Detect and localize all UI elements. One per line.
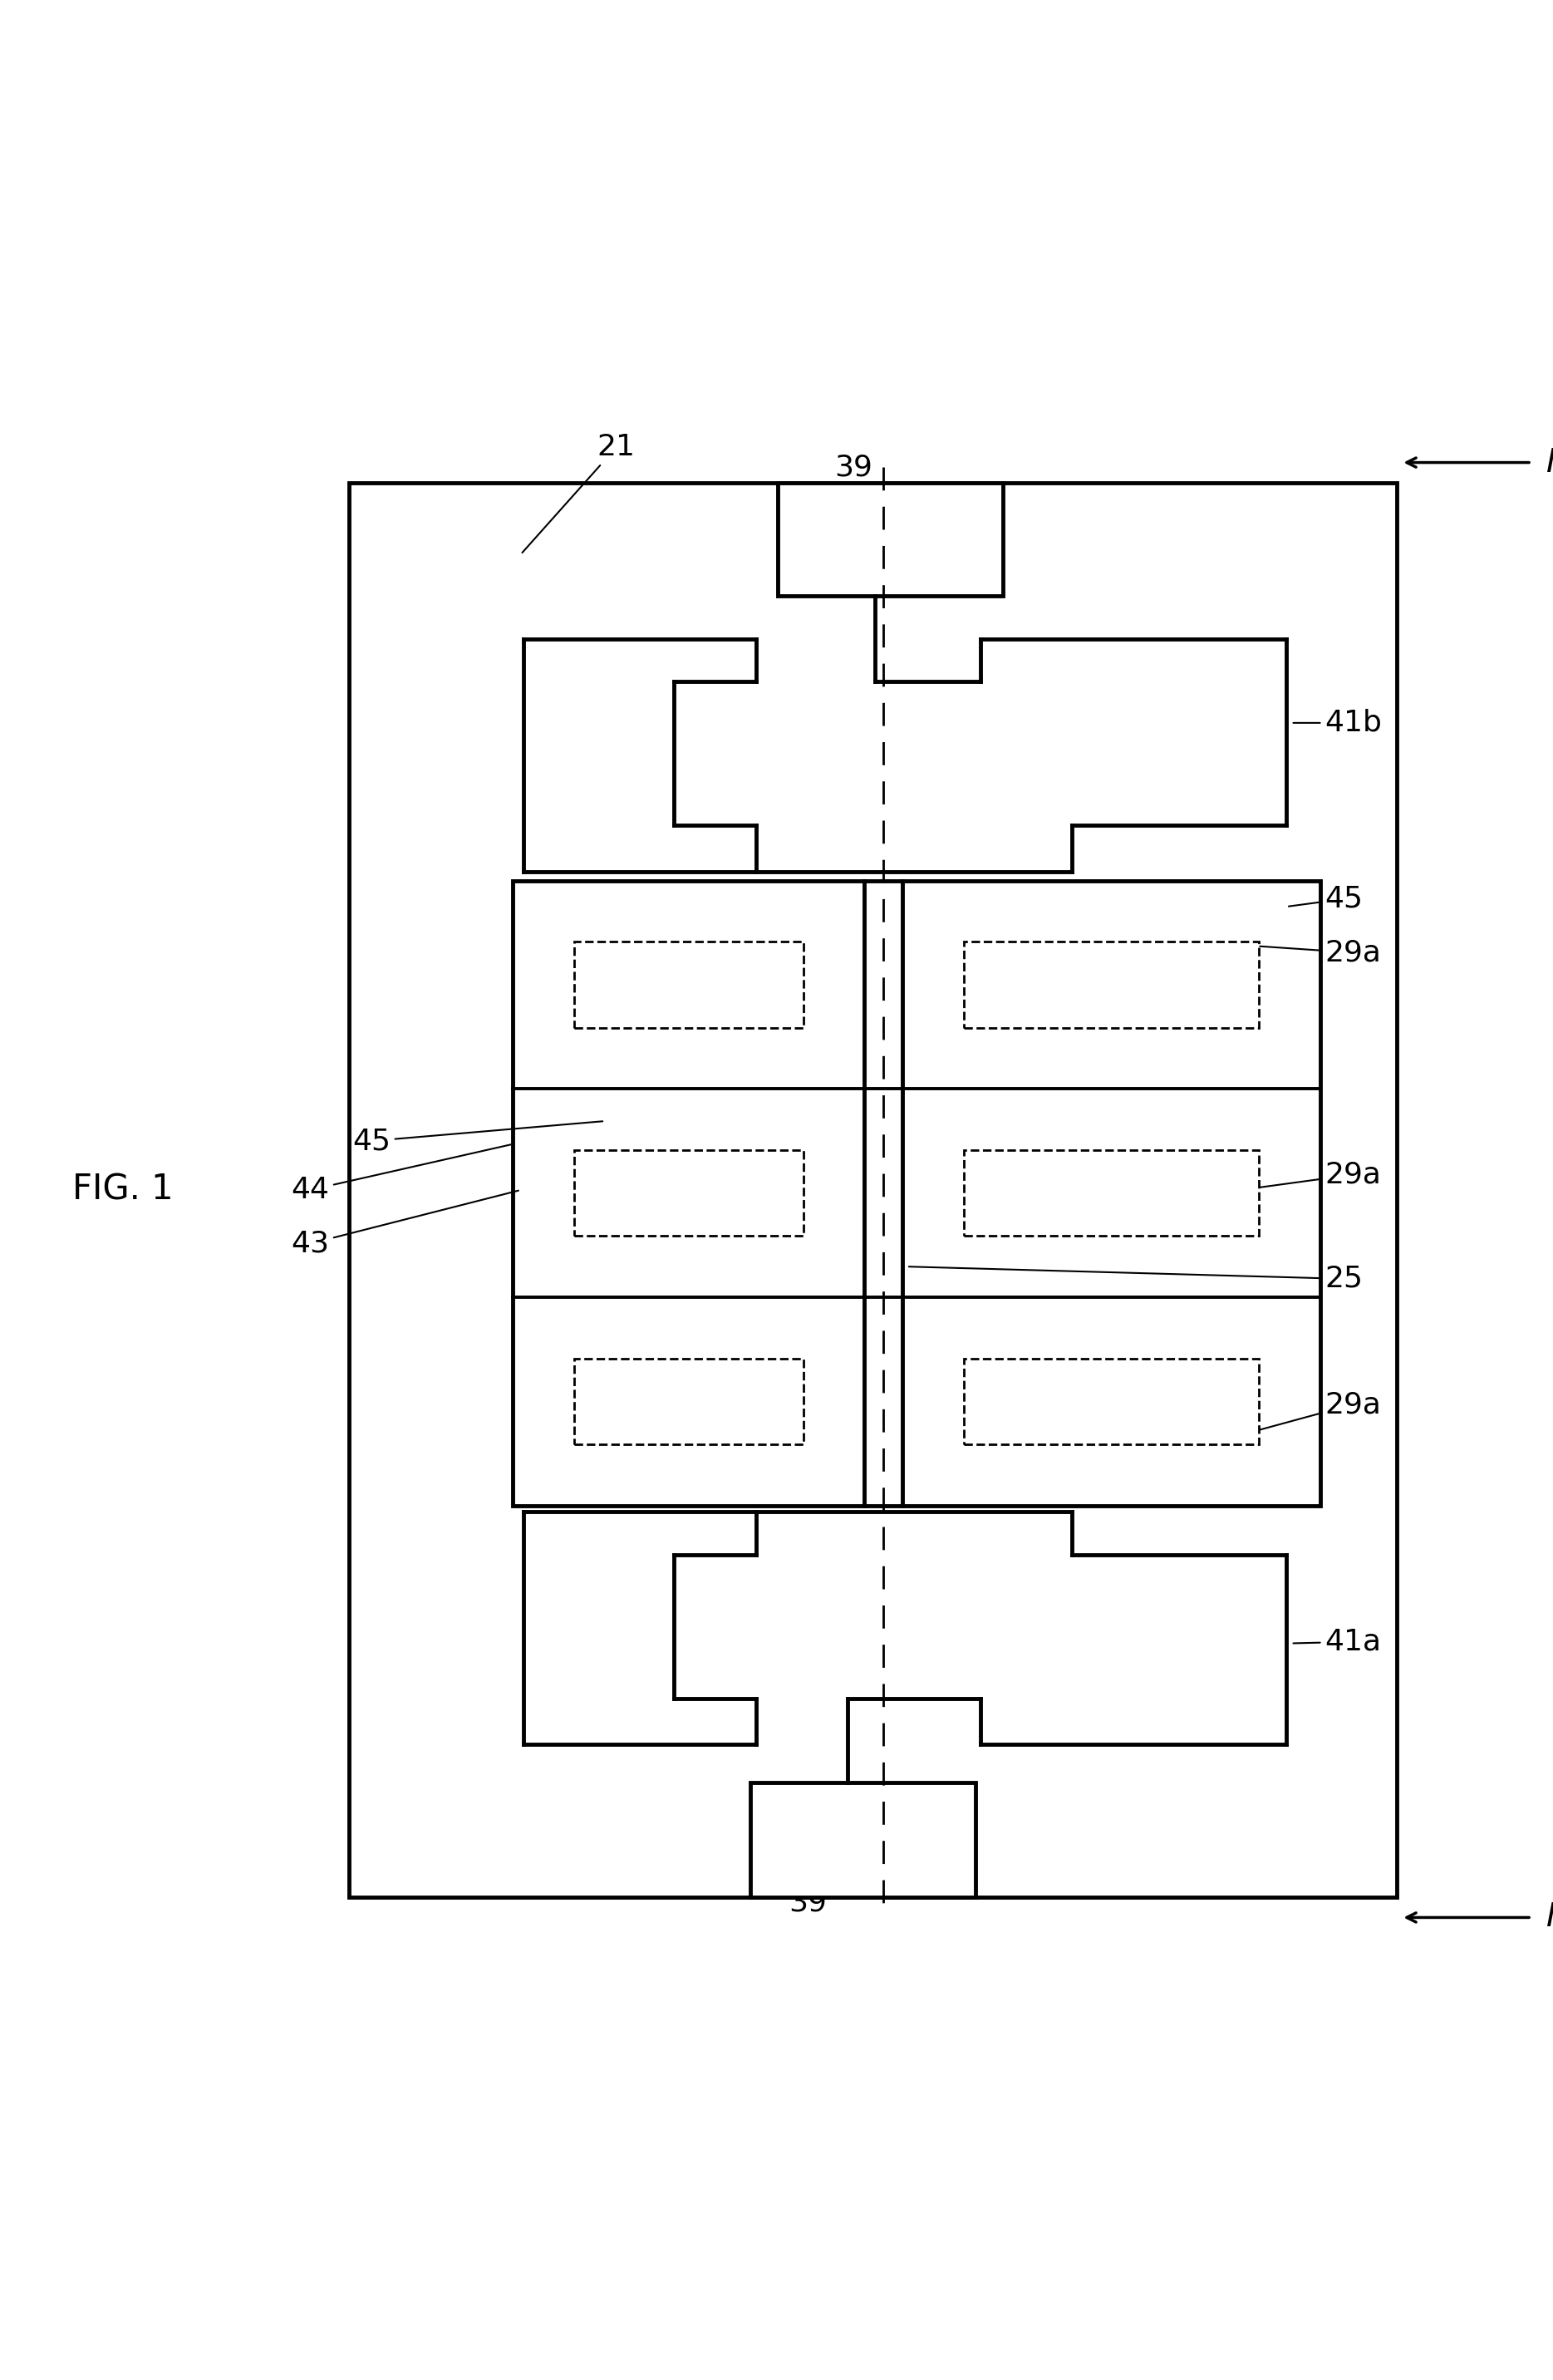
Text: 43: 43 xyxy=(290,1190,519,1257)
Bar xyxy=(964,1359,1259,1445)
Text: I: I xyxy=(1547,447,1553,478)
Text: 29a: 29a xyxy=(1242,1390,1381,1435)
Text: 39: 39 xyxy=(789,1797,882,1916)
Text: I: I xyxy=(1547,1902,1553,1933)
Text: 44: 44 xyxy=(290,1145,511,1204)
Text: 45: 45 xyxy=(353,1121,603,1154)
Text: 41a: 41a xyxy=(1294,1628,1381,1656)
Bar xyxy=(575,1359,803,1445)
Text: 29a: 29a xyxy=(1242,1161,1381,1190)
Text: 41b: 41b xyxy=(1294,709,1382,738)
Bar xyxy=(575,1150,803,1235)
Bar xyxy=(750,1783,975,1897)
Bar xyxy=(575,942,803,1028)
Text: 25: 25 xyxy=(909,1264,1364,1292)
Text: 21: 21 xyxy=(522,433,635,552)
Bar xyxy=(512,881,1320,1507)
Text: FIG. 1: FIG. 1 xyxy=(71,1173,172,1207)
Bar xyxy=(964,942,1259,1028)
Bar xyxy=(778,483,1003,595)
Text: 39: 39 xyxy=(834,452,884,597)
Text: 45: 45 xyxy=(1289,885,1364,914)
Bar xyxy=(964,1150,1259,1235)
Text: 29a: 29a xyxy=(1242,938,1381,966)
Bar xyxy=(349,483,1396,1897)
